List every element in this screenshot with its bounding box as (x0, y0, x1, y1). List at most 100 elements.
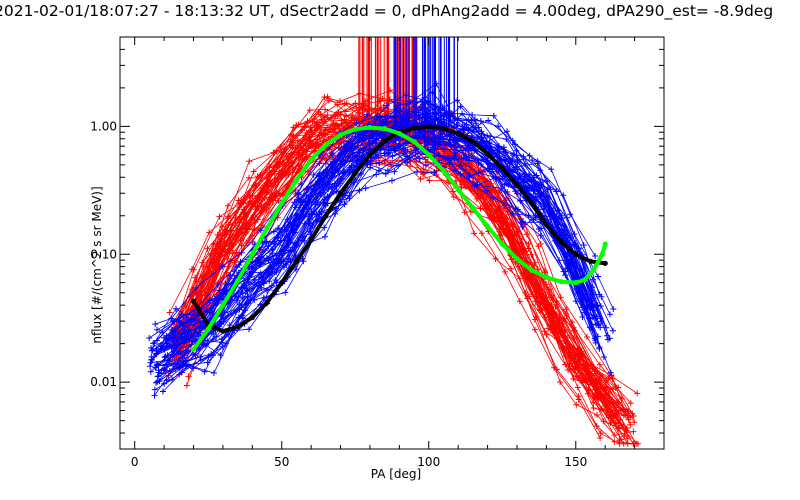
band-marker (364, 111, 371, 118)
band-marker (469, 111, 476, 118)
band-marker (519, 224, 526, 230)
band-marker (285, 171, 292, 178)
band-marker (442, 155, 449, 162)
band-marker (537, 167, 544, 174)
band-marker (337, 199, 344, 206)
band-marker (592, 370, 598, 377)
band-marker (594, 412, 600, 418)
band-marker (250, 168, 257, 175)
fit-point-black (235, 324, 241, 330)
band-marker (597, 435, 604, 441)
band-marker (149, 347, 156, 354)
band-marker (347, 144, 354, 151)
band-marker (210, 330, 217, 337)
band-line (162, 157, 600, 392)
band-marker (473, 181, 480, 188)
fit-point-green (308, 157, 314, 163)
band-marker (420, 166, 427, 172)
band-marker (253, 182, 259, 189)
band-marker (634, 390, 641, 397)
band-marker (518, 240, 525, 247)
band-marker (293, 266, 299, 273)
band-marker (257, 260, 264, 267)
band-marker (531, 316, 538, 323)
band-marker (565, 366, 572, 373)
band-marker (222, 309, 228, 316)
band-marker (537, 307, 544, 314)
band-marker (266, 163, 273, 170)
band-marker (513, 147, 520, 154)
band-marker (284, 216, 291, 223)
fit-point-black (337, 190, 344, 196)
band-marker (590, 312, 597, 319)
band-marker (197, 329, 204, 336)
band-marker (254, 216, 261, 223)
band-marker (553, 188, 560, 195)
band-marker (590, 364, 597, 371)
band-marker (210, 336, 217, 343)
band-marker (503, 136, 510, 143)
band-marker (201, 368, 208, 375)
band-marker (246, 326, 252, 333)
band-marker (631, 419, 638, 426)
band-marker (376, 159, 383, 166)
x-tick-label: 150 (564, 455, 587, 469)
band-marker (288, 131, 295, 138)
fit-point-green (190, 346, 197, 353)
fit-point-green (485, 223, 491, 229)
x-axis-label: PA [deg] (371, 467, 421, 481)
band-marker (235, 293, 242, 300)
band-line (148, 110, 584, 339)
band-marker (575, 396, 582, 403)
band-marker (298, 181, 305, 187)
fit-point-black (558, 239, 564, 245)
fit-point-black (293, 258, 299, 264)
band-marker (373, 135, 380, 142)
fit-point-green (352, 126, 358, 132)
band-marker (597, 430, 604, 437)
band-marker (322, 106, 328, 113)
band-marker (562, 361, 569, 368)
band-marker (341, 148, 348, 155)
band-marker (304, 186, 311, 193)
fit-point-green (499, 241, 505, 247)
fit-point-green (279, 200, 285, 206)
band-marker (399, 116, 406, 123)
band-marker (602, 391, 609, 398)
band-marker (501, 156, 508, 163)
band-marker (543, 194, 550, 201)
fit-point-black (543, 222, 550, 228)
band-marker (478, 134, 485, 141)
band-marker (170, 361, 177, 368)
band-marker (331, 180, 338, 187)
fit-point-green (411, 139, 417, 145)
y-tick-label: 1.00 (90, 119, 117, 133)
fit-point-green (264, 225, 270, 231)
fit-point-black (455, 130, 461, 137)
band-marker (210, 240, 217, 247)
band-marker (580, 242, 587, 248)
band-marker (563, 310, 570, 317)
band-marker (306, 228, 313, 235)
band-marker (325, 97, 332, 104)
band-marker (147, 363, 153, 370)
band-marker (318, 116, 325, 123)
band-marker (452, 150, 459, 157)
band-marker (465, 126, 471, 133)
band-marker (263, 206, 270, 213)
band-marker (370, 131, 377, 138)
band-marker (477, 139, 484, 146)
band-line (158, 123, 589, 373)
band-marker (395, 135, 402, 142)
band-marker (607, 311, 613, 318)
band-marker (548, 166, 555, 173)
fit-point-green (602, 241, 608, 247)
band-marker (478, 161, 485, 168)
band-marker (159, 343, 166, 350)
band-marker (485, 157, 491, 164)
band-marker (581, 309, 588, 316)
band-marker (517, 197, 524, 204)
band-marker (596, 344, 603, 351)
band-marker (214, 282, 221, 288)
band-marker (519, 218, 526, 225)
